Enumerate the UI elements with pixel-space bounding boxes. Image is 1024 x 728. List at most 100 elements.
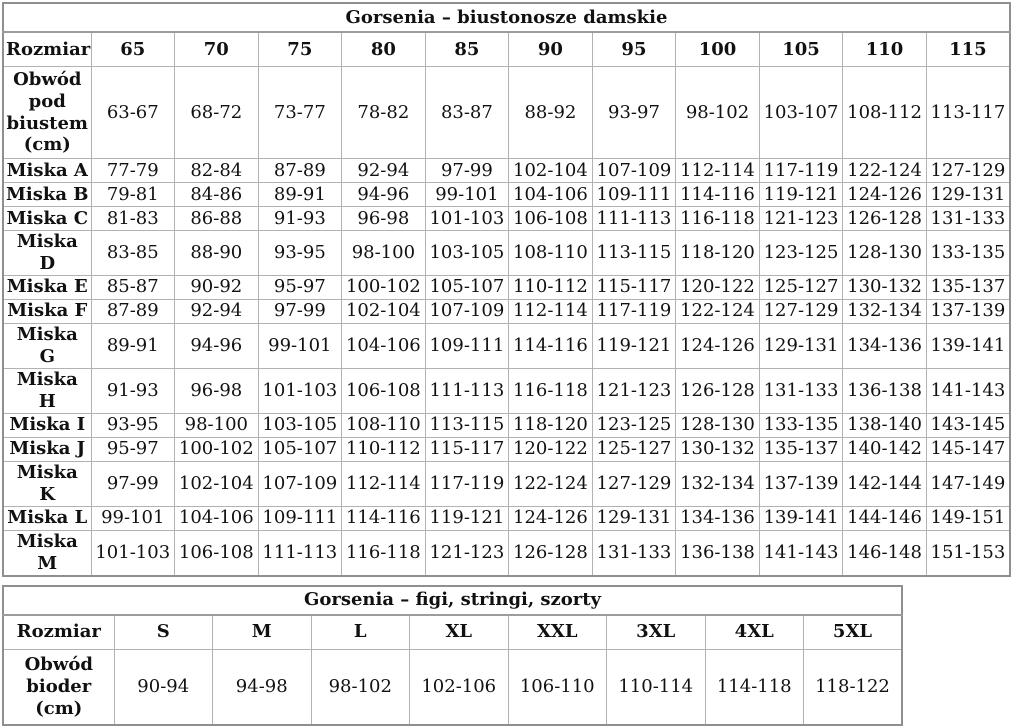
bras-range-cell: 131-133 — [758, 367, 844, 414]
bras-cup-row: Miska G 89-91 94-96 99-101 104-106 109-111 114… — [2, 322, 1011, 369]
bras-underbust-label: Obwód pod biustem (cm) — [2, 66, 92, 159]
briefs-size-header-cell: XL — [409, 614, 509, 650]
bras-underbust-cell: 93-97 — [591, 66, 677, 159]
bras-range-cell: 121-123 — [591, 367, 677, 414]
bras-range-cell: 121-123 — [758, 206, 844, 231]
bras-range-cell: 140-142 — [842, 436, 927, 462]
bras-range-cell: 104-106 — [341, 322, 426, 369]
bras-range-cell: 123-125 — [758, 230, 844, 276]
bras-range-cell: 77-79 — [90, 158, 176, 183]
bras-range-cell: 105-107 — [424, 274, 510, 300]
bras-cup-row-label: Miska C — [2, 206, 92, 231]
bras-range-cell: 106-108 — [341, 367, 426, 414]
bras-size-header-cell: 115 — [925, 31, 1011, 67]
briefs-size-header-cell: 5XL — [803, 614, 903, 650]
bras-range-cell: 89-91 — [257, 182, 343, 207]
briefs-hips-cell: 110-114 — [606, 648, 706, 726]
bras-range-cell: 135-137 — [925, 274, 1011, 300]
bras-size-header-cell: 100 — [675, 31, 760, 67]
bras-range-cell: 82-84 — [174, 158, 259, 183]
bras-range-cell: 136-138 — [675, 529, 760, 577]
bras-cup-row: Miska J 95-97 100-102 105-107 110-112 115-117… — [2, 436, 1011, 462]
bras-range-cell: 102-104 — [508, 158, 593, 183]
bras-underbust-cell: 113-117 — [925, 66, 1011, 159]
bras-range-cell: 87-89 — [90, 298, 176, 324]
bras-range-cell: 92-94 — [174, 298, 259, 324]
bras-underbust-cell: 88-92 — [508, 66, 593, 159]
bras-cup-row-label: Miska E — [2, 274, 92, 300]
bras-range-cell: 147-149 — [925, 460, 1011, 507]
bras-range-cell: 136-138 — [842, 367, 927, 414]
bras-range-cell: 102-104 — [341, 298, 426, 324]
bras-cup-row-label: Miska L — [2, 505, 92, 531]
briefs-hips-cell: 94-98 — [212, 648, 312, 726]
bras-cup-row: Miska F 87-89 92-94 97-99 102-104 107-109 112-… — [2, 298, 1011, 324]
bras-range-cell: 106-108 — [174, 529, 259, 577]
bras-range-cell: 116-118 — [675, 206, 760, 231]
bras-range-cell: 122-124 — [675, 298, 760, 324]
bras-cup-row-label: Miska D — [2, 230, 92, 276]
bras-range-cell: 141-143 — [925, 367, 1011, 414]
bras-range-cell: 112-114 — [508, 298, 593, 324]
briefs-size-header-cell: 4XL — [704, 614, 804, 650]
briefs-size-table: Gorsenia – figi, stringi, szorty Rozmiar… — [2, 584, 903, 726]
briefs-hips-cell: 98-102 — [310, 648, 410, 726]
bras-range-cell: 127-129 — [591, 460, 677, 507]
bras-range-cell: 99-101 — [257, 322, 343, 369]
bras-range-cell: 99-101 — [90, 505, 176, 531]
bras-range-cell: 123-125 — [591, 412, 677, 438]
bras-range-cell: 115-117 — [591, 274, 677, 300]
bras-range-cell: 103-105 — [424, 230, 510, 276]
bras-cup-row-label: Miska A — [2, 158, 92, 183]
bras-range-cell: 97-99 — [90, 460, 176, 507]
bras-range-cell: 135-137 — [758, 436, 844, 462]
bras-cup-row: Miska A 77-79 82-84 87-89 92-94 97-99 102-104 1… — [2, 158, 1011, 183]
bras-range-cell: 105-107 — [257, 436, 343, 462]
bras-range-cell: 102-104 — [174, 460, 259, 507]
bras-range-cell: 81-83 — [90, 206, 176, 231]
briefs-table-title: Gorsenia – figi, stringi, szorty — [2, 585, 903, 616]
bras-range-cell: 107-109 — [424, 298, 510, 324]
bras-range-cell: 117-119 — [758, 158, 844, 183]
bras-range-cell: 109-111 — [257, 505, 343, 531]
bras-range-cell: 117-119 — [591, 298, 677, 324]
bras-table-title: Gorsenia – biustonosze damskie — [2, 2, 1011, 33]
bras-size-header-cell: 65 — [90, 31, 176, 67]
bras-range-cell: 122-124 — [508, 460, 593, 507]
bras-range-cell: 121-123 — [424, 529, 510, 577]
briefs-hips-cell: 106-110 — [507, 648, 607, 726]
bras-range-cell: 118-120 — [508, 412, 593, 438]
bras-cup-row-label: Miska H — [2, 367, 92, 414]
briefs-hips-cell: 118-122 — [803, 648, 903, 726]
bras-range-cell: 84-86 — [174, 182, 259, 207]
bras-underbust-cell: 78-82 — [341, 66, 426, 159]
bras-cup-row-label: Miska M — [2, 529, 92, 577]
bras-cup-row-label: Miska K — [2, 460, 92, 507]
bras-range-cell: 124-126 — [675, 322, 760, 369]
bras-cup-row: Miska M 101-103 106-108 111-113 116-118 121-1… — [2, 529, 1011, 577]
bras-range-cell: 116-118 — [508, 367, 593, 414]
briefs-size-label: Rozmiar — [2, 614, 115, 650]
briefs-hips-row: Obwód bioder (cm) 90-94 94-98 98-102 102-10… — [2, 648, 903, 726]
bras-cup-row-label: Miska B — [2, 182, 92, 207]
briefs-title-row: Gorsenia – figi, stringi, szorty — [2, 585, 903, 616]
bras-range-cell: 109-111 — [424, 322, 510, 369]
bras-range-cell: 124-126 — [508, 505, 593, 531]
bras-range-cell: 111-113 — [591, 206, 677, 231]
bras-cup-row: Miska K 97-99 102-104 107-109 112-114 117-119… — [2, 460, 1011, 507]
bras-range-cell: 91-93 — [90, 367, 176, 414]
bras-range-cell: 94-96 — [341, 182, 426, 207]
briefs-size-header-cell: S — [113, 614, 213, 650]
bras-range-cell: 97-99 — [424, 158, 510, 183]
bras-size-header-cell: 105 — [758, 31, 844, 67]
bras-range-cell: 128-130 — [842, 230, 927, 276]
bras-size-header-cell: 85 — [424, 31, 510, 67]
bras-range-cell: 79-81 — [90, 182, 176, 207]
bras-range-cell: 100-102 — [341, 274, 426, 300]
bras-range-cell: 143-145 — [925, 412, 1011, 438]
bras-range-cell: 100-102 — [174, 436, 259, 462]
bras-underbust-cell: 63-67 — [90, 66, 176, 159]
bras-range-cell: 117-119 — [424, 460, 510, 507]
bras-range-cell: 129-131 — [758, 322, 844, 369]
